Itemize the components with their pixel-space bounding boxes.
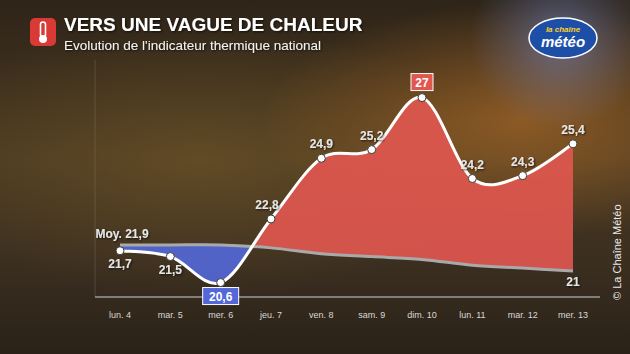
chart: VERS UNE VAGUE DE CHALEUR Evolution de l'…	[0, 0, 630, 354]
data-label: 27	[415, 76, 429, 90]
x-tick-label: sam. 9	[358, 310, 385, 320]
point	[569, 140, 577, 148]
area-above	[120, 97, 573, 283]
data-label: 24,9	[310, 137, 334, 151]
area-below	[120, 97, 573, 283]
x-tick-label: jeu. 7	[259, 310, 282, 320]
data-label: 20,6	[209, 290, 233, 304]
x-tick-label: dim. 10	[407, 310, 437, 320]
icon-bulb	[39, 35, 47, 43]
label-box	[411, 74, 433, 91]
logo-bg	[529, 18, 597, 58]
x-tick-label: mar. 12	[508, 310, 538, 320]
thermometer-icon	[30, 18, 56, 46]
x-tick-label: mer. 13	[558, 310, 588, 320]
data-label: 24,3	[511, 155, 535, 169]
data-label: 24,2	[461, 158, 485, 172]
data-label: 25,4	[561, 123, 585, 137]
logo: la chaînemétéo	[529, 18, 597, 58]
point	[166, 253, 174, 261]
point	[368, 146, 376, 154]
point	[267, 215, 275, 223]
data-label: 25,2	[360, 129, 384, 143]
x-axis	[95, 296, 600, 298]
plot-area	[116, 94, 577, 287]
subtitle: Evolution de l'indicateur thermique nati…	[64, 38, 321, 53]
point	[317, 154, 325, 162]
point	[116, 247, 124, 255]
data-label: 21,5	[159, 263, 183, 277]
data-label: 21,7	[108, 257, 132, 271]
x-tick-label: mar. 5	[158, 310, 183, 320]
point	[468, 175, 476, 183]
icon-tube	[41, 22, 46, 37]
average-label: Moy. 21,9	[95, 227, 148, 241]
data-label: 22,8	[255, 198, 279, 212]
source: © La Chaîne Météo	[611, 204, 623, 300]
point	[217, 279, 225, 287]
point	[519, 172, 527, 180]
x-tick-label: lun. 4	[109, 310, 131, 320]
y-axis	[95, 60, 96, 297]
icon-bg	[30, 18, 56, 46]
indicator-line	[120, 97, 573, 283]
average-label: 21	[566, 275, 580, 289]
x-tick-label: lun. 11	[459, 310, 485, 320]
x-tick-label: mer. 6	[208, 310, 233, 320]
x-tick-label: ven. 8	[309, 310, 334, 320]
label-box	[203, 288, 239, 305]
logo-text: météo	[541, 33, 585, 50]
point	[418, 94, 426, 102]
title: VERS UNE VAGUE DE CHALEUR	[64, 14, 363, 35]
